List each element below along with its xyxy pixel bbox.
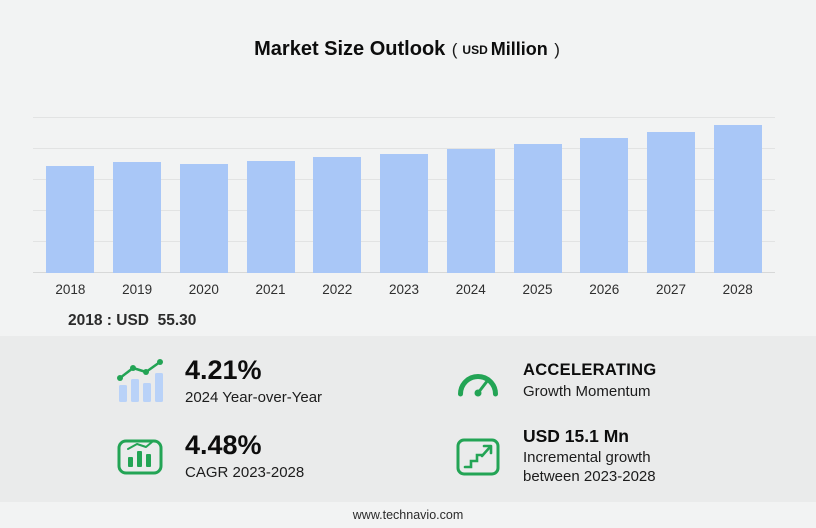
bar-2021 <box>246 161 295 273</box>
cagr-value: 4.48% <box>185 430 262 461</box>
bar-2020 <box>179 163 228 273</box>
x-axis-label: 2026 <box>589 282 620 297</box>
title-unit-currency: USD <box>462 43 488 57</box>
chart-title: Market Size Outlook ( USD Million ) <box>0 38 816 61</box>
bar-2025 <box>513 143 562 273</box>
incremental-label-line2: between 2023-2028 <box>523 468 656 486</box>
speedometer-icon <box>450 363 506 401</box>
stats-panel: 4.21% 2024 Year-over-Year ACCELERATING G… <box>0 336 816 502</box>
yoy-label: 2024 Year-over-Year <box>185 389 323 407</box>
bar-slot: 2024 <box>437 108 504 297</box>
momentum-value: ACCELERATING <box>523 361 657 380</box>
momentum-label: Growth Momentum <box>523 383 651 401</box>
bar-2022 <box>313 157 362 273</box>
title-text: Market Size Outlook <box>254 38 446 60</box>
x-axis-label: 2020 <box>188 282 219 297</box>
gridline <box>33 148 775 149</box>
bar-slot: 2026 <box>571 108 638 297</box>
bar-2024 <box>446 149 495 273</box>
incremental-value: USD 15.1 Mn <box>523 426 629 447</box>
bar-2023 <box>380 154 429 273</box>
bar-slot: 2028 <box>704 108 771 297</box>
bar-slot: 2019 <box>104 108 171 297</box>
bar-2026 <box>580 138 629 273</box>
stat-year-over-year: 4.21% 2024 Year-over-Year <box>112 355 450 408</box>
base-year-value-label: 2018 : USD 55.30 <box>68 312 197 329</box>
bar-slot: 2023 <box>371 108 438 297</box>
bar-slot: 2021 <box>237 108 304 297</box>
x-axis-label: 2028 <box>722 282 753 297</box>
title-unit-scale: Million <box>490 39 548 59</box>
x-axis-label: 2019 <box>122 282 153 297</box>
bar-slot: 2022 <box>304 108 371 297</box>
cagr-label: CAGR 2023-2028 <box>185 464 305 482</box>
bar-chart: 2018 2019 2020 2021 2022 2023 2024 2025 2026 2027… <box>33 108 775 297</box>
bar-2018 <box>46 165 95 273</box>
bar-slot: 2025 <box>504 108 571 297</box>
incremental-label-line1: Incremental growth <box>523 449 651 467</box>
x-axis-label: 2021 <box>255 282 286 297</box>
x-axis-label: 2022 <box>322 282 353 297</box>
incremental-growth-icon <box>450 436 506 478</box>
cagr-chart-icon <box>112 435 168 477</box>
bar-slot: 2018 <box>37 108 104 297</box>
stat-incremental-growth: USD 15.1 Mn Incremental growth between 2… <box>450 426 786 487</box>
yoy-value: 4.21% <box>185 355 262 386</box>
x-axis-label: 2025 <box>522 282 553 297</box>
gridline <box>33 117 775 118</box>
bar-2027 <box>646 132 695 273</box>
bar-2019 <box>113 162 162 273</box>
x-axis-label: 2018 <box>55 282 86 297</box>
stat-growth-momentum: ACCELERATING Growth Momentum <box>450 361 786 402</box>
x-axis-label: 2023 <box>389 282 420 297</box>
bar-slot: 2027 <box>638 108 705 297</box>
x-axis-label: 2027 <box>655 282 686 297</box>
bar-slot: 2020 <box>170 108 237 297</box>
footer-url: www.technavio.com <box>352 508 464 522</box>
title-paren-close: ) <box>554 40 560 59</box>
stat-cagr: 4.48% CAGR 2023-2028 <box>112 430 450 483</box>
bar-2028 <box>713 125 762 273</box>
x-axis-label: 2024 <box>455 282 486 297</box>
title-paren-open: ( <box>451 40 458 59</box>
bar-group: 2018 2019 2020 2021 2022 2023 2024 2025 2026 2027… <box>33 108 775 297</box>
yoy-trend-icon <box>112 358 168 404</box>
